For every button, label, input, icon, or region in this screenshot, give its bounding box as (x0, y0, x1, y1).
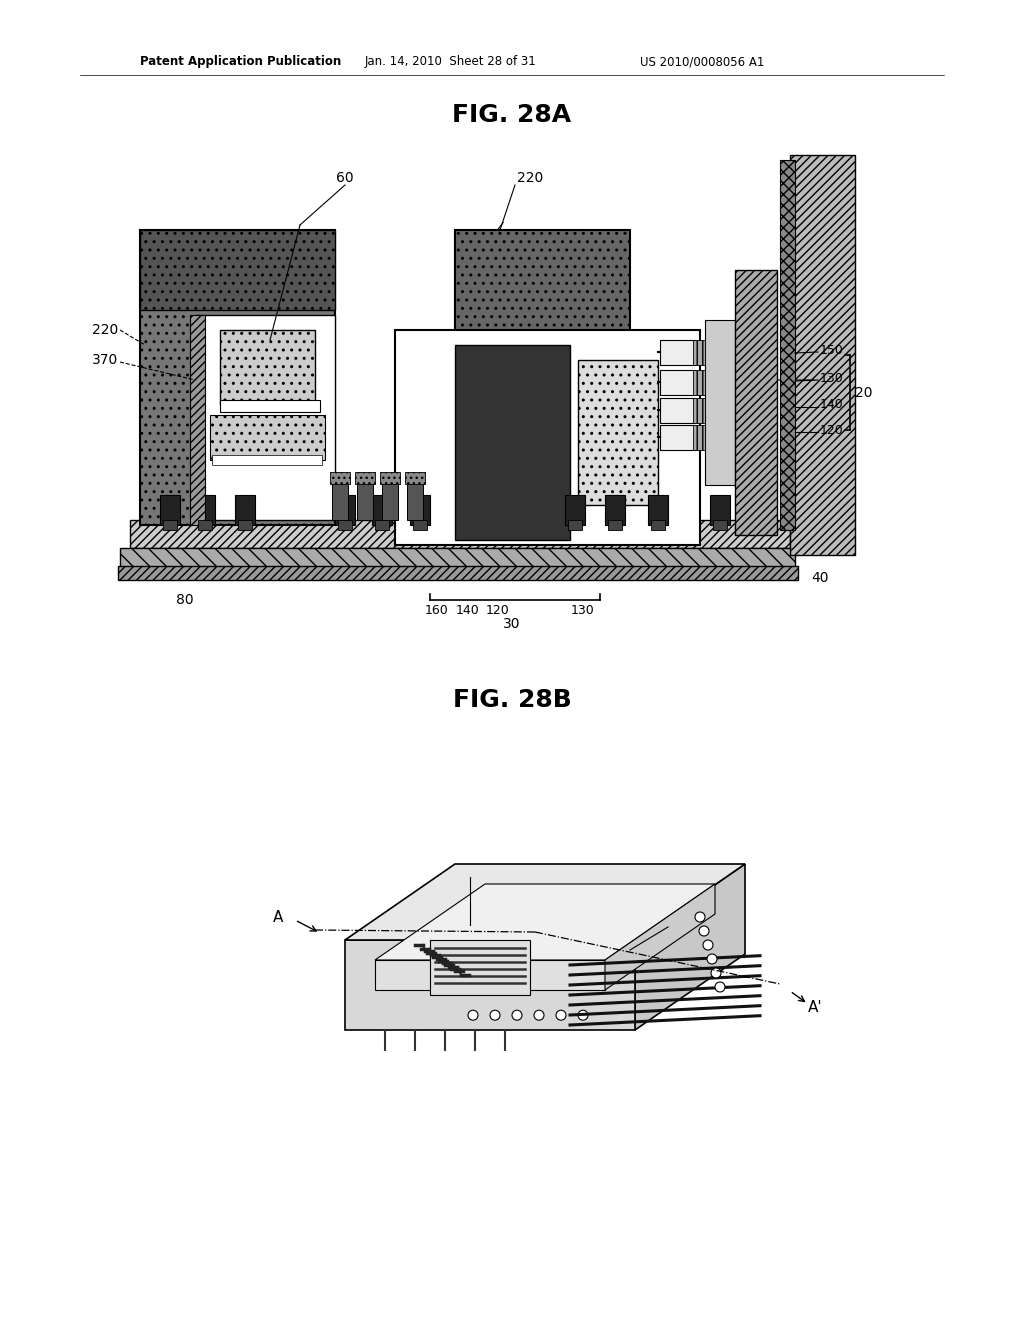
Circle shape (556, 1010, 566, 1020)
Bar (790, 154, 855, 554)
Bar (335, 495, 355, 525)
Polygon shape (345, 940, 635, 1030)
Bar (130, 520, 790, 548)
Bar (234, 495, 255, 525)
Text: A': A' (808, 999, 822, 1015)
Bar (330, 473, 350, 484)
Text: 150: 150 (820, 343, 844, 356)
Text: 60: 60 (336, 172, 354, 185)
Bar (605, 495, 625, 525)
Bar (660, 425, 695, 450)
Bar (238, 520, 252, 531)
Bar (565, 495, 585, 525)
Bar (568, 520, 582, 531)
Polygon shape (345, 865, 745, 940)
Text: 120: 120 (486, 603, 510, 616)
Text: FIG. 28B: FIG. 28B (453, 688, 571, 711)
Text: 40: 40 (811, 572, 828, 585)
Polygon shape (605, 884, 715, 990)
Bar (608, 520, 622, 531)
Text: 160: 160 (425, 603, 449, 616)
Text: A: A (272, 909, 284, 924)
Polygon shape (375, 884, 715, 960)
Text: US 2010/0008056 A1: US 2010/0008056 A1 (640, 55, 764, 69)
Bar (693, 370, 705, 395)
Bar (413, 520, 427, 531)
Circle shape (707, 954, 717, 964)
Bar (140, 230, 335, 310)
Text: 30: 30 (503, 616, 521, 631)
Bar (660, 341, 695, 366)
Circle shape (703, 940, 713, 950)
Bar (190, 315, 205, 525)
Circle shape (699, 927, 709, 936)
Bar (395, 330, 700, 545)
Text: 20: 20 (855, 385, 872, 400)
Circle shape (512, 1010, 522, 1020)
Bar (160, 495, 180, 525)
Text: Patent Application Publication: Patent Application Publication (140, 55, 341, 69)
Bar (693, 341, 705, 366)
Bar (372, 495, 392, 525)
Circle shape (695, 912, 705, 921)
Bar (210, 414, 325, 459)
Bar (578, 360, 658, 506)
Text: 130: 130 (820, 371, 844, 384)
Bar (118, 566, 798, 579)
Text: 140: 140 (820, 399, 844, 412)
Polygon shape (430, 940, 530, 995)
Bar (710, 495, 730, 525)
Circle shape (578, 1010, 588, 1020)
Bar (195, 495, 215, 525)
Text: Jan. 14, 2010  Sheet 28 of 31: Jan. 14, 2010 Sheet 28 of 31 (365, 55, 537, 69)
Polygon shape (635, 865, 745, 1030)
Text: 80: 80 (176, 593, 194, 607)
Bar (651, 520, 665, 531)
Text: 220: 220 (667, 913, 693, 927)
Bar (120, 548, 795, 570)
Circle shape (534, 1010, 544, 1020)
Bar (455, 230, 630, 350)
Bar (410, 495, 430, 525)
Bar (355, 473, 375, 484)
Bar (648, 495, 668, 525)
Bar (735, 271, 777, 535)
Circle shape (711, 968, 721, 978)
Bar (198, 520, 212, 531)
Bar (375, 520, 389, 531)
Bar (212, 455, 322, 465)
Text: 370: 370 (92, 352, 118, 367)
Bar (195, 315, 335, 520)
Bar (693, 399, 705, 422)
Bar (713, 520, 727, 531)
Bar (382, 480, 398, 520)
Bar (380, 473, 400, 484)
Text: 120: 120 (820, 424, 844, 437)
Bar (140, 230, 335, 525)
Bar (338, 520, 352, 531)
Bar (332, 480, 348, 520)
Text: FIG. 28A: FIG. 28A (453, 103, 571, 127)
Text: 140: 140 (456, 603, 480, 616)
Circle shape (468, 1010, 478, 1020)
Circle shape (715, 982, 725, 993)
Bar (780, 160, 795, 531)
Bar (220, 330, 315, 405)
Text: 130: 130 (571, 603, 595, 616)
Bar (455, 345, 570, 540)
Bar (660, 399, 695, 422)
Bar (163, 520, 177, 531)
Polygon shape (375, 960, 605, 990)
Text: 220: 220 (517, 172, 543, 185)
Bar (660, 370, 695, 395)
Bar (407, 480, 423, 520)
Text: 220: 220 (92, 323, 118, 337)
Bar (705, 319, 735, 484)
Bar (220, 400, 319, 412)
Bar (693, 425, 705, 450)
Bar (406, 473, 425, 484)
Circle shape (490, 1010, 500, 1020)
Bar (357, 480, 373, 520)
Text: 60: 60 (461, 863, 479, 876)
